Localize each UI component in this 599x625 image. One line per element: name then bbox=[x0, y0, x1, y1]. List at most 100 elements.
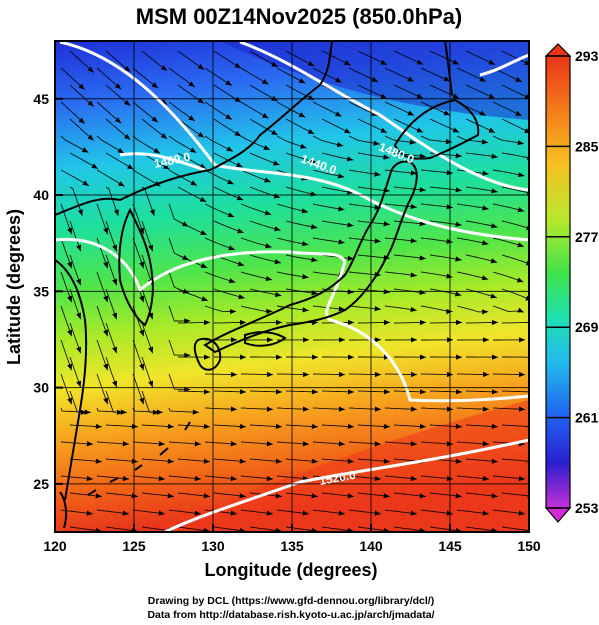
streamline-arrowhead bbox=[416, 127, 424, 133]
coast-kyushu bbox=[193, 337, 222, 371]
streamline-arrowhead bbox=[152, 409, 159, 415]
coast-hokkaido bbox=[393, 98, 480, 160]
streamline-arrowhead bbox=[149, 209, 155, 216]
streamline-arrowhead bbox=[338, 475, 345, 482]
height-contours bbox=[55, 41, 529, 532]
streamline-arrowhead bbox=[266, 337, 273, 343]
coast-taiwan bbox=[59, 491, 68, 529]
streamline-arrowhead bbox=[265, 276, 272, 282]
streamline-arrowhead bbox=[236, 162, 243, 168]
streamline-arrowhead bbox=[262, 79, 269, 85]
streamline-arrowhead bbox=[383, 389, 390, 395]
streamline-arrowhead bbox=[347, 319, 354, 326]
streamline-arrowhead bbox=[225, 80, 232, 86]
streamline-arrowhead bbox=[479, 110, 486, 116]
streamline-arrowhead bbox=[490, 258, 498, 264]
streamline-arrowhead bbox=[311, 257, 318, 263]
streamline-arrowhead bbox=[103, 295, 109, 303]
streamline-arrowhead bbox=[302, 510, 309, 516]
streamline-arrowhead bbox=[275, 354, 282, 360]
streamline-arrowhead bbox=[524, 128, 529, 134]
streamline-arrowhead bbox=[491, 389, 498, 395]
streamline-arrowhead bbox=[491, 354, 498, 360]
streamline-arrowhead bbox=[67, 227, 73, 235]
y-tick-label: 30 bbox=[33, 380, 49, 396]
streamline-arrowhead bbox=[112, 278, 118, 286]
streamline-arrowhead bbox=[300, 143, 307, 149]
streamline-arrowhead bbox=[203, 458, 210, 464]
streamline-arrowhead bbox=[262, 113, 269, 119]
streamline-arrowhead bbox=[139, 329, 145, 337]
x-axis-label: Longitude (degrees) bbox=[204, 560, 377, 580]
streamline-arrowhead bbox=[158, 441, 165, 447]
streamline-arrowhead bbox=[380, 127, 387, 133]
streamline-arrowhead bbox=[407, 76, 414, 82]
x-axis-ticks: 120 125 130 135 140 145 150 bbox=[43, 524, 541, 554]
streamline-arrowhead bbox=[383, 319, 390, 326]
streamline-arrowhead bbox=[482, 441, 489, 447]
streamline-arrowhead bbox=[112, 346, 118, 354]
streamline-arrowhead bbox=[190, 180, 197, 186]
streamline-arrowhead bbox=[490, 293, 497, 299]
streamline-arrowhead bbox=[419, 389, 426, 395]
streamline-arrowhead bbox=[482, 371, 489, 378]
streamline-arrowhead bbox=[158, 510, 165, 516]
streamline-arrowhead bbox=[374, 371, 381, 378]
streamline-arrowhead bbox=[274, 291, 282, 298]
streamline-arrowhead bbox=[307, 60, 315, 66]
streamline-arrowhead bbox=[167, 493, 174, 499]
streamline-arrowhead bbox=[482, 170, 489, 176]
streamline-arrowhead bbox=[482, 309, 489, 315]
streamline-arrowhead bbox=[200, 263, 208, 269]
streamline-arrowhead bbox=[234, 96, 241, 103]
streamline-arrowhead bbox=[518, 510, 525, 516]
streamline-arrowhead bbox=[488, 127, 495, 133]
streamline-arrowhead bbox=[455, 187, 462, 193]
coast-honshu bbox=[203, 160, 418, 354]
y-tick-label: 40 bbox=[33, 187, 49, 203]
coast-sakhalin bbox=[444, 41, 453, 96]
streamline-arrowhead bbox=[446, 273, 453, 279]
streamline-arrowhead bbox=[310, 158, 317, 164]
streamline-arrowhead bbox=[374, 306, 381, 312]
colorbar-body bbox=[545, 55, 571, 509]
contour-1480-north bbox=[239, 41, 529, 192]
streamline-arrowhead bbox=[230, 406, 237, 412]
streamline-arrowhead bbox=[302, 406, 309, 412]
contour-label: 1520.0 bbox=[318, 468, 357, 488]
streamline-arrowhead bbox=[374, 510, 381, 516]
streamline-arrowhead bbox=[517, 207, 525, 213]
streamline-arrowhead bbox=[148, 380, 154, 388]
streamline-arrowhead bbox=[236, 195, 244, 201]
streamline-arrowhead bbox=[113, 209, 119, 216]
streamline-arrowhead bbox=[148, 346, 154, 354]
streamline-arrowhead bbox=[263, 145, 270, 150]
streamline-arrowhead bbox=[188, 81, 195, 87]
streamline-arrowhead bbox=[81, 147, 89, 153]
streamline-arrowhead bbox=[103, 261, 109, 269]
streamline-arrowhead bbox=[103, 363, 109, 371]
streamline-arrowhead bbox=[203, 354, 210, 360]
streamline-arrowhead bbox=[116, 409, 123, 415]
streamline-arrowhead bbox=[409, 139, 416, 145]
streamline-arrowhead bbox=[112, 312, 118, 320]
streamline-arrowhead bbox=[184, 318, 191, 324]
streamline-arrowhead bbox=[337, 173, 345, 179]
streamline-arrowhead bbox=[181, 221, 189, 227]
streamline-arrowhead bbox=[194, 475, 201, 482]
streamline-arrowhead bbox=[302, 371, 309, 378]
streamline-arrowhead bbox=[103, 397, 109, 405]
colorbar-bottom-triangle bbox=[544, 507, 572, 523]
streamline-arrowhead bbox=[124, 133, 131, 140]
colorbar-tick-label: 285 bbox=[575, 138, 599, 154]
streamline-arrowhead bbox=[517, 242, 524, 248]
y-tick-label: 35 bbox=[33, 283, 49, 299]
streamline-arrowhead bbox=[443, 76, 451, 82]
streamline-arrowhead bbox=[338, 337, 345, 343]
streamline-arrowhead bbox=[151, 116, 158, 123]
streamline-arrowhead bbox=[139, 295, 145, 303]
colorbar-ticks: 293 285 277 269 261 253 bbox=[546, 48, 599, 516]
streamline-arrowhead bbox=[419, 153, 426, 159]
streamline-arrowhead bbox=[374, 475, 381, 482]
streamline-arrowhead bbox=[416, 59, 424, 65]
